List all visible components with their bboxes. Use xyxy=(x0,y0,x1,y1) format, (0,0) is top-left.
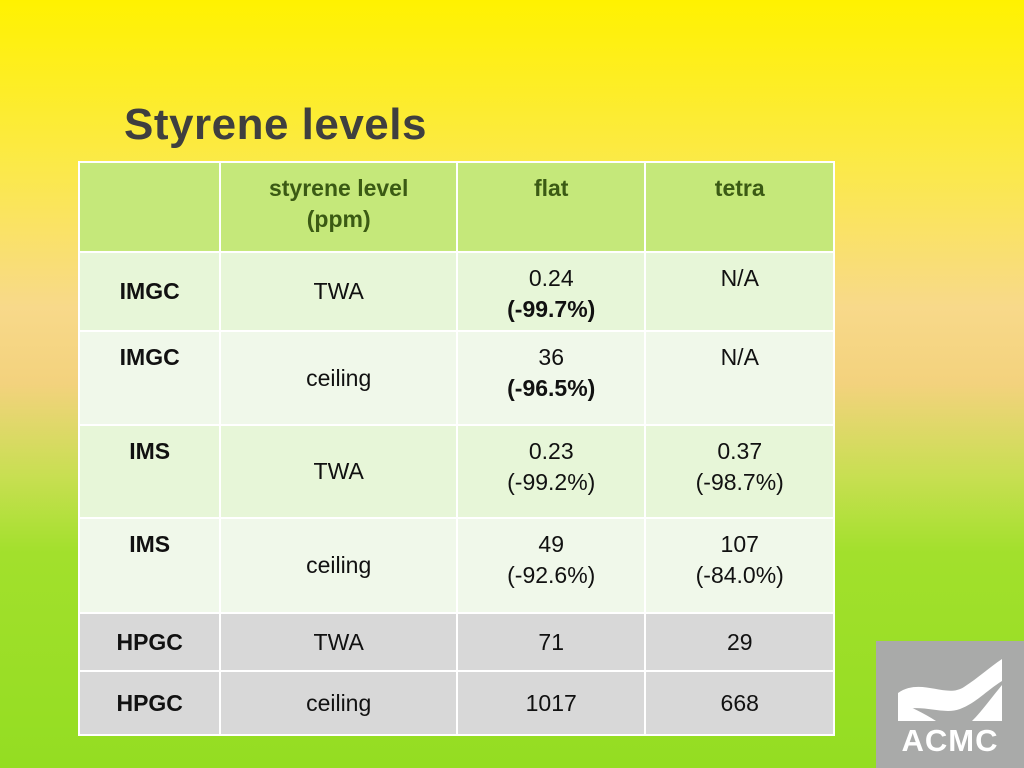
row-tetra: N/A xyxy=(644,251,835,332)
acmc-logo: ACMC xyxy=(876,641,1024,768)
row-level: TWA xyxy=(219,612,458,672)
header-styrene-level-line1: styrene level xyxy=(268,175,409,201)
row-label: IMS xyxy=(77,424,222,519)
row-flat: 1017 xyxy=(455,670,647,736)
header-styrene-level-line2: (ppm) xyxy=(306,206,371,232)
flat-change: (-92.6%) xyxy=(507,562,596,588)
row-label: IMS xyxy=(77,517,222,614)
table-header-row: styrene level (ppm) flat tetra xyxy=(77,161,835,253)
row-tetra: 0.37 (-98.7%) xyxy=(644,424,835,519)
styrene-table: styrene level (ppm) flat tetra IMGC TWA … xyxy=(77,161,835,736)
tetra-change: (-98.7%) xyxy=(695,469,784,495)
row-flat: 0.24 (-99.7%) xyxy=(455,251,647,332)
row-tetra: 107 (-84.0%) xyxy=(644,517,835,614)
tetra-value: N/A xyxy=(720,344,759,370)
row-label: IMGC xyxy=(77,330,222,426)
flat-value: 49 xyxy=(538,531,565,557)
row-flat: 36 (-96.5%) xyxy=(455,330,647,426)
row-label: IMGC xyxy=(77,251,222,332)
flat-change: (-99.2%) xyxy=(507,469,596,495)
slide-title: Styrene levels xyxy=(124,100,427,149)
row-flat: 0.23 (-99.2%) xyxy=(455,424,647,519)
header-styrene-level: styrene level (ppm) xyxy=(219,161,458,253)
flat-change: (-96.5%) xyxy=(507,375,596,401)
table-row: IMS TWA 0.23 (-99.2%) 0.37 (-98.7%) xyxy=(77,424,835,519)
row-label: HPGC xyxy=(77,612,222,672)
row-level: TWA xyxy=(219,251,458,332)
flat-value: 0.23 xyxy=(528,438,574,464)
row-level: ceiling xyxy=(219,330,458,426)
tetra-value: N/A xyxy=(720,265,759,291)
row-flat: 49 (-92.6%) xyxy=(455,517,647,614)
row-tetra: 29 xyxy=(644,612,835,672)
row-tetra: 668 xyxy=(644,670,835,736)
flat-change: (-99.7%) xyxy=(507,296,596,322)
flat-value: 0.24 xyxy=(528,265,574,291)
tetra-change: (-84.0%) xyxy=(695,562,784,588)
tetra-value: 0.37 xyxy=(717,438,763,464)
row-label: HPGC xyxy=(77,670,222,736)
table-row: HPGC TWA 71 29 xyxy=(77,612,835,672)
header-tetra: tetra xyxy=(644,161,835,253)
row-flat: 71 xyxy=(455,612,647,672)
table-row: HPGC ceiling 1017 668 xyxy=(77,670,835,736)
tetra-value: 107 xyxy=(720,531,759,557)
row-level: ceiling xyxy=(219,670,458,736)
row-level: TWA xyxy=(219,424,458,519)
table-row: IMGC ceiling 36 (-96.5%) N/A xyxy=(77,330,835,426)
table-row: IMGC TWA 0.24 (-99.7%) N/A xyxy=(77,251,835,332)
row-tetra: N/A xyxy=(644,330,835,426)
logo-text: ACMC xyxy=(901,723,999,758)
header-empty-cell xyxy=(77,161,222,253)
flat-value: 36 xyxy=(538,344,565,370)
header-flat: flat xyxy=(455,161,647,253)
table-row: IMS ceiling 49 (-92.6%) 107 (-84.0%) xyxy=(77,517,835,614)
row-level: ceiling xyxy=(219,517,458,614)
acmc-logo-mark-icon xyxy=(898,659,1002,721)
